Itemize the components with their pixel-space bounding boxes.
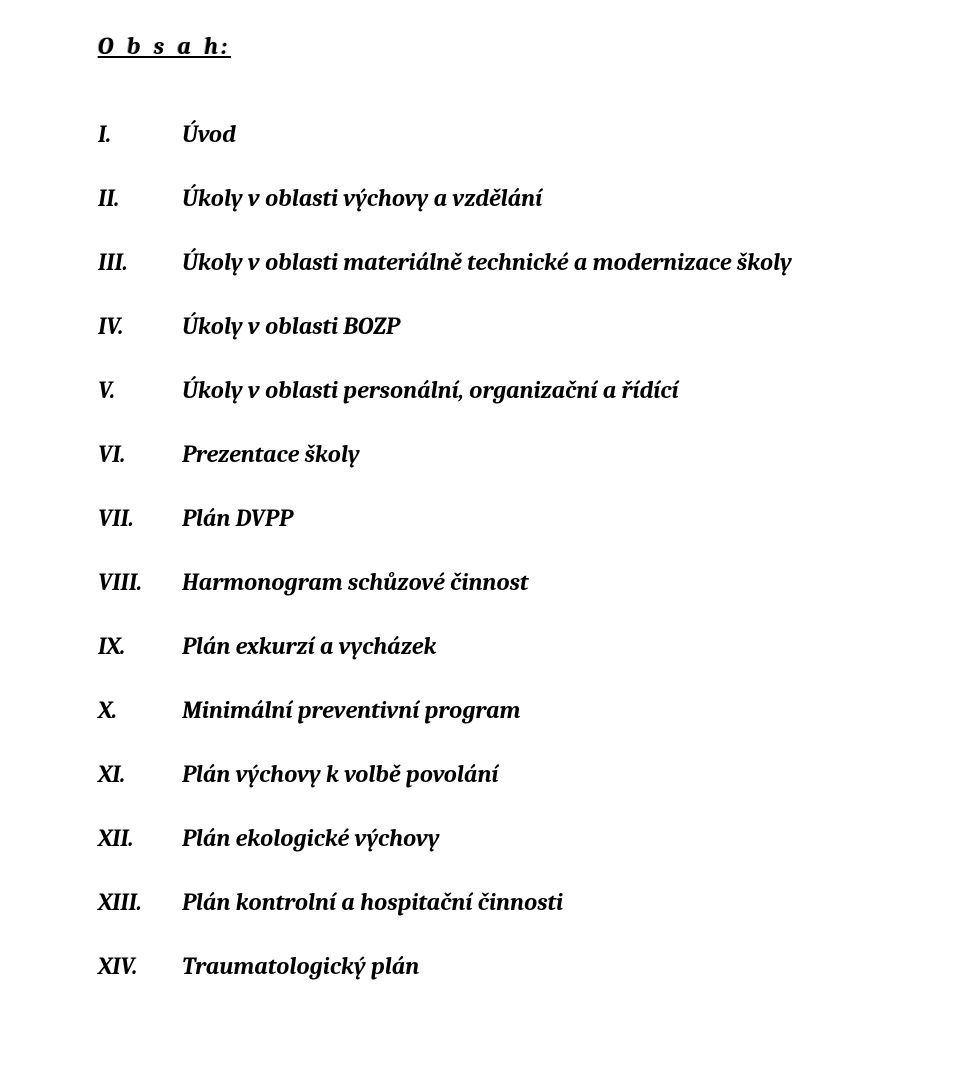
document-page: O b s a h: I. Úvod II. Úkoly v oblasti v… bbox=[0, 0, 960, 1072]
toc-item-label: Plán exkurzí a vycházek bbox=[182, 632, 862, 660]
toc-item-label: Plán ekologické výchovy bbox=[182, 824, 862, 852]
toc-item: XII. Plán ekologické výchovy bbox=[98, 824, 862, 852]
toc-item-numeral: IX. bbox=[98, 632, 182, 660]
toc-item-numeral: VII. bbox=[98, 504, 182, 532]
toc-item-label: Traumatologický plán bbox=[182, 952, 862, 980]
toc-item-numeral: XIII. bbox=[98, 888, 182, 916]
toc-item-label: Minimální preventivní program bbox=[182, 696, 862, 724]
toc-item-label: Úkoly v oblasti personální, organizační … bbox=[182, 376, 862, 404]
toc-item-label: Prezentace školy bbox=[182, 440, 862, 468]
toc-item: III. Úkoly v oblasti materiálně technick… bbox=[98, 248, 862, 276]
toc-item: VI. Prezentace školy bbox=[98, 440, 862, 468]
toc-item: IX. Plán exkurzí a vycházek bbox=[98, 632, 862, 660]
toc-item-numeral: IV. bbox=[98, 312, 182, 340]
toc-item-numeral: I. bbox=[98, 120, 182, 148]
toc-item: V. Úkoly v oblasti personální, organizač… bbox=[98, 376, 862, 404]
toc-item-label: Plán kontrolní a hospitační činnosti bbox=[182, 888, 862, 916]
toc-item: XI. Plán výchovy k volbě povolání bbox=[98, 760, 862, 788]
toc-item-label: Úkoly v oblasti materiálně technické a m… bbox=[182, 248, 862, 276]
toc-item: VIII. Harmonogram schůzové činnost bbox=[98, 568, 862, 596]
toc-item-numeral: III. bbox=[98, 248, 182, 276]
toc-item-numeral: VIII. bbox=[98, 568, 182, 596]
toc-item-numeral: V. bbox=[98, 376, 182, 404]
toc-item-numeral: XI. bbox=[98, 760, 182, 788]
toc-item-label: Úvod bbox=[182, 120, 862, 148]
toc-item-numeral: XII. bbox=[98, 824, 182, 852]
toc-item: X. Minimální preventivní program bbox=[98, 696, 862, 724]
toc-item: XIII. Plán kontrolní a hospitační činnos… bbox=[98, 888, 862, 916]
toc-item-numeral: VI. bbox=[98, 440, 182, 468]
toc-item-label: Plán DVPP bbox=[182, 504, 862, 532]
toc-item: I. Úvod bbox=[98, 120, 862, 148]
toc-item-numeral: II. bbox=[98, 184, 182, 212]
toc-item-label: Harmonogram schůzové činnost bbox=[182, 568, 862, 596]
toc-list: I. Úvod II. Úkoly v oblasti výchovy a vz… bbox=[98, 120, 862, 980]
toc-title: O b s a h: bbox=[98, 32, 862, 60]
toc-item-numeral: XIV. bbox=[98, 952, 182, 980]
toc-item-label: Úkoly v oblasti BOZP bbox=[182, 312, 862, 340]
toc-item-numeral: X. bbox=[98, 696, 182, 724]
toc-item: II. Úkoly v oblasti výchovy a vzdělání bbox=[98, 184, 862, 212]
toc-item: IV. Úkoly v oblasti BOZP bbox=[98, 312, 862, 340]
toc-item: XIV. Traumatologický plán bbox=[98, 952, 862, 980]
toc-item-label: Úkoly v oblasti výchovy a vzdělání bbox=[182, 184, 862, 212]
toc-item: VII. Plán DVPP bbox=[98, 504, 862, 532]
toc-item-label: Plán výchovy k volbě povolání bbox=[182, 760, 862, 788]
